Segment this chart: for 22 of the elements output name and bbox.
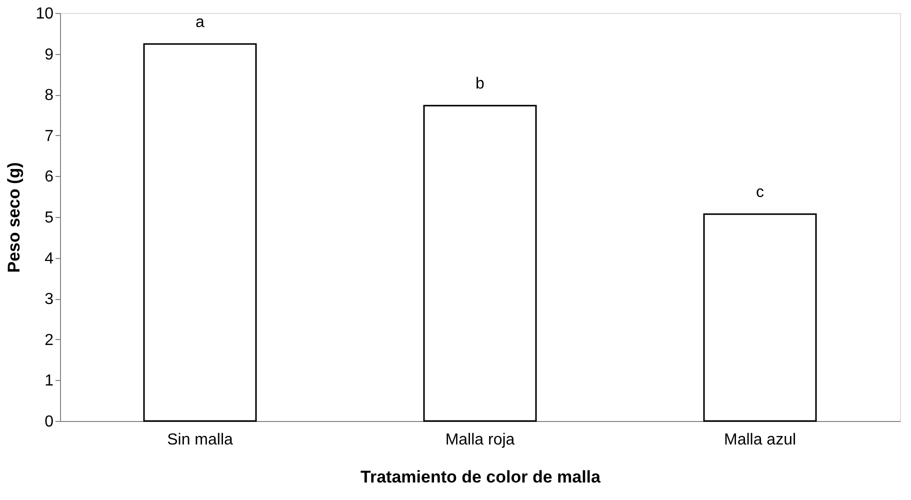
x-axis-title: Tratamiento de color de malla [360,468,602,486]
x-tick-label: Sin malla [167,432,233,448]
bar [143,43,257,422]
x-tick-label: Malla azul [724,432,796,448]
y-axis-title: Peso seco (g) [4,162,24,273]
y-tick-label: 8 [44,87,54,104]
y-tick-label: 3 [44,291,54,308]
y-tick-label: 1 [44,372,54,390]
y-tick-label: 10 [36,6,54,22]
y-tick-label: 9 [44,46,54,64]
bar [703,213,817,422]
y-tick-label: 5 [44,210,54,226]
y-tick-label: 0 [44,414,54,430]
y-tick-label: 4 [44,250,54,268]
y-tick-label: 6 [44,168,54,186]
y-tick-label: 2 [44,332,54,349]
bar [423,104,537,422]
x-tick-label: Malla roja [445,432,515,448]
y-tick-label: 7 [44,128,54,145]
annotation: c [756,184,764,202]
annotation: a [196,14,205,32]
annotation: b [476,76,485,93]
